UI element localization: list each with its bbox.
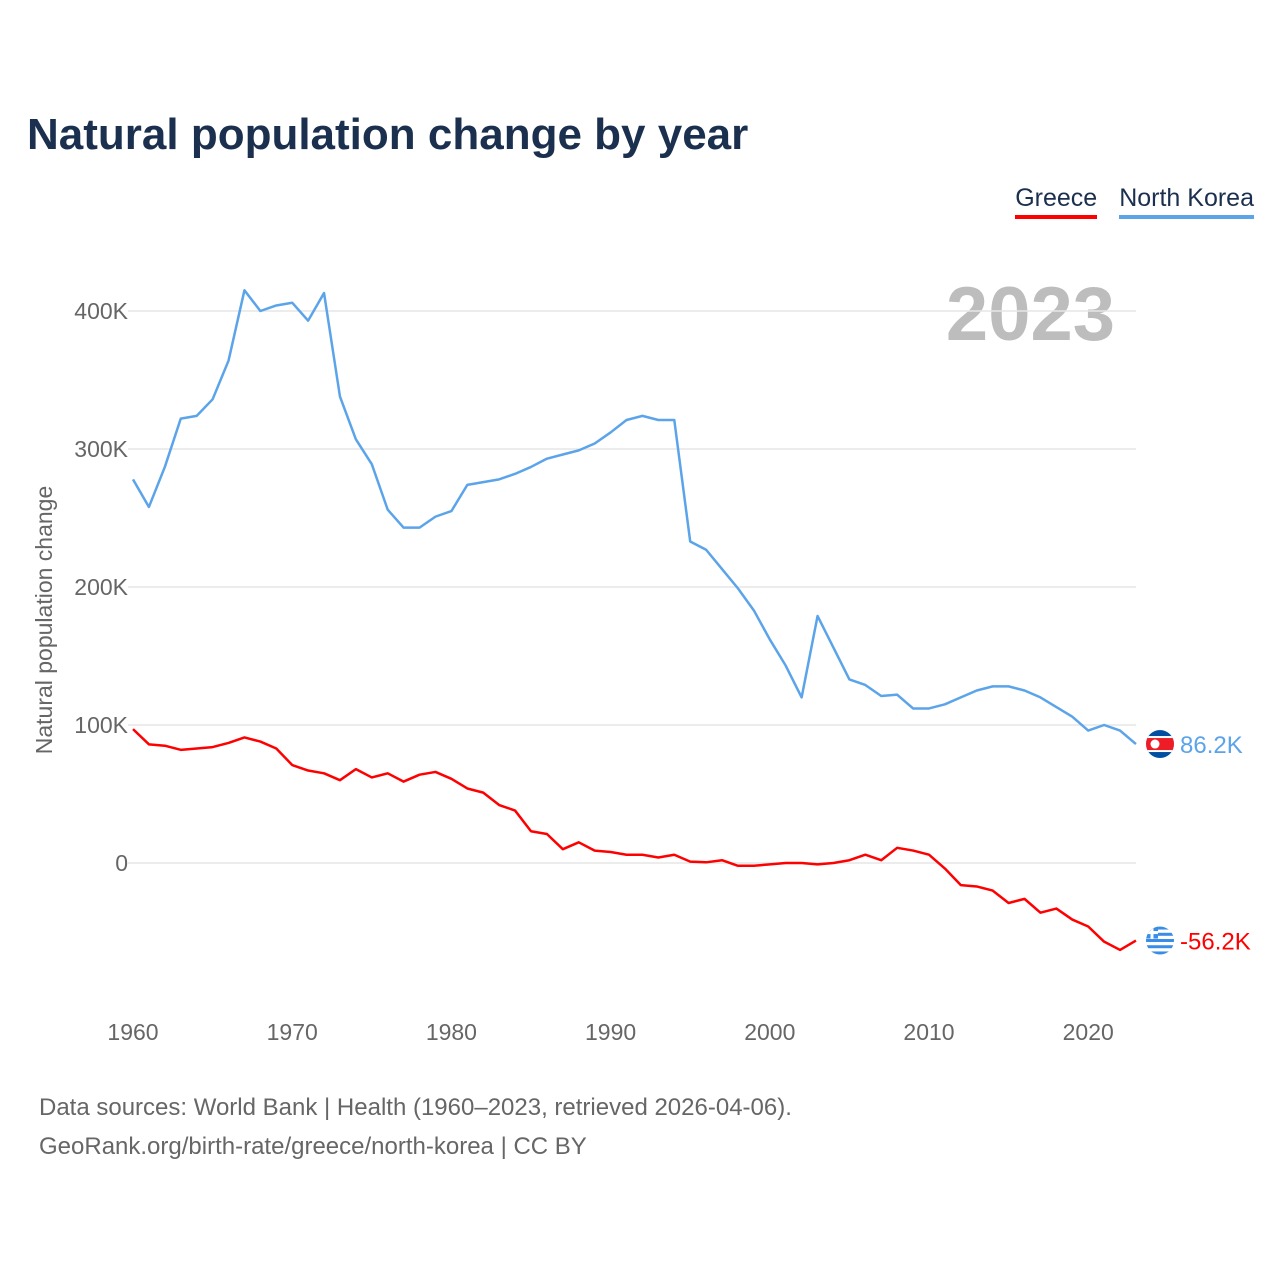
y-axis-label: Natural population change xyxy=(31,486,57,755)
flag-stripe xyxy=(1146,932,1174,936)
x-tick-label: 2010 xyxy=(903,1019,954,1045)
north-korea-flag-icon xyxy=(1146,730,1174,759)
legend-greece[interactable]: Greece xyxy=(1015,184,1098,219)
line-chart: Natural population change 2023 0 100K 200K… xyxy=(31,272,1251,1045)
x-tick-label: 1990 xyxy=(585,1019,636,1045)
legend-north-korea[interactable]: North Korea xyxy=(1119,184,1254,219)
x-tick-label: 1960 xyxy=(107,1019,158,1045)
flag xyxy=(1146,730,1174,759)
flag-stripe xyxy=(1146,948,1174,952)
end-value-label: -56.2K xyxy=(1180,929,1251,956)
flag-stripe xyxy=(1146,926,1174,930)
source-note: Data sources: World Bank | Health (1960–… xyxy=(39,1088,792,1166)
flag-stripe xyxy=(1146,929,1174,933)
flag-cross xyxy=(1150,926,1154,939)
flag-stripe xyxy=(1146,935,1174,940)
flag-stripe xyxy=(1146,738,1174,751)
series-line-greece xyxy=(132,728,1137,952)
x-tick-label: 2020 xyxy=(1063,1019,1114,1045)
greece-flag-icon xyxy=(1146,926,1174,955)
flag-stripe xyxy=(1146,951,1174,955)
end-value-label: 86.2K xyxy=(1180,732,1243,759)
flag-stripe xyxy=(1146,939,1174,943)
source-line-2[interactable]: GeoRank.org/birth-rate/greece/north-kore… xyxy=(39,1133,587,1160)
flag-stripe xyxy=(1146,942,1174,946)
y-tick-label: 200K xyxy=(74,574,128,600)
flag xyxy=(1146,926,1174,955)
source-line-1: Data sources: World Bank | Health (1960–… xyxy=(39,1094,792,1121)
legend: Greece North Korea xyxy=(1015,184,1254,219)
flag-stripe xyxy=(1146,945,1174,949)
y-tick-label: 400K xyxy=(74,298,128,324)
y-tick-label: 0 xyxy=(115,850,128,876)
x-tick-label: 1980 xyxy=(426,1019,477,1045)
year-label: 2023 xyxy=(946,272,1115,357)
series-line-north-korea xyxy=(131,289,1137,745)
flag-disc xyxy=(1150,739,1160,749)
chart-title: Natural population change by year xyxy=(27,110,749,159)
x-tick-label: 2000 xyxy=(744,1019,795,1045)
x-tick-label: 1970 xyxy=(267,1019,318,1045)
y-tick-label: 300K xyxy=(74,436,128,462)
y-tick-label: 100K xyxy=(74,712,128,738)
